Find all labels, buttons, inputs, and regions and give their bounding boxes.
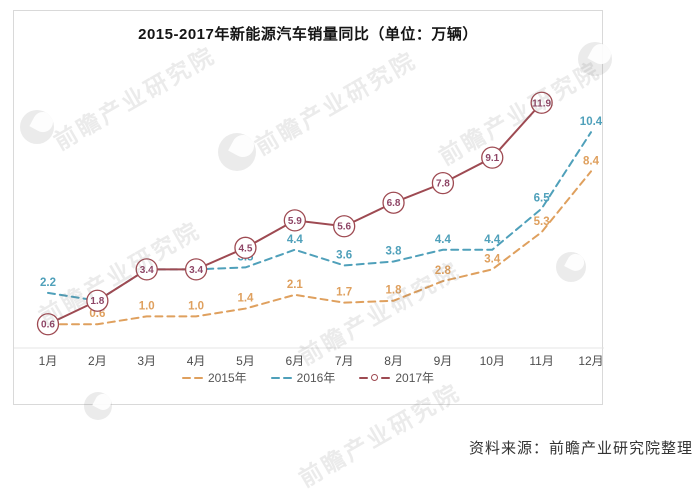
legend-dash-icon xyxy=(270,376,280,379)
x-axis-tick-label: 5月 xyxy=(236,354,255,368)
legend-marker xyxy=(359,374,391,381)
legend-dash-icon xyxy=(359,376,369,379)
data-point-label: 3.4 xyxy=(484,253,501,265)
data-point-label: 1.7 xyxy=(336,287,352,299)
x-axis-tick-label: 2月 xyxy=(88,354,107,368)
legend-circle-icon xyxy=(371,374,379,381)
data-point-label: 3.4 xyxy=(189,265,203,276)
x-axis-tick-label: 12月 xyxy=(578,354,603,368)
data-point-label: 1.8 xyxy=(386,285,403,297)
data-point-marker xyxy=(530,91,553,114)
data-point-label: 9.1 xyxy=(485,153,499,164)
data-point-marker xyxy=(135,258,158,281)
data-point-label: 1.8 xyxy=(90,296,104,307)
data-point-label: 4.4 xyxy=(435,234,452,246)
legend-dash-icon xyxy=(181,376,191,379)
legend-label: 2016年 xyxy=(296,371,336,385)
data-point-label: 4.5 xyxy=(239,243,253,254)
data-point-marker xyxy=(333,215,356,238)
series-line-2015年 xyxy=(47,170,592,326)
data-point-label: 5.9 xyxy=(288,216,302,227)
line-chart: 1月 2月 3月 4月 5月 6月 7月 8月 9月 10月 11月 12月 0.6 1.0 1.0 1.4 2… xyxy=(14,91,604,368)
data-point-marker xyxy=(184,258,208,281)
data-point-label: 3.4 xyxy=(140,265,154,276)
data-point-label: 0.6 xyxy=(89,308,105,320)
data-point-label: 8.4 xyxy=(583,155,600,167)
legend-marker xyxy=(181,376,203,379)
x-axis-tick-label: 6月 xyxy=(285,354,304,368)
data-point-label: 4.4 xyxy=(484,234,501,246)
data-point-label: 4.4 xyxy=(287,234,304,246)
x-axis-tick-label: 10月 xyxy=(480,354,505,368)
source-note: 资料来源：前瞻产业研究院整理 xyxy=(468,440,693,457)
x-axis-tick-label: 7月 xyxy=(335,354,354,368)
data-point-label: 3.8 xyxy=(386,246,403,258)
data-point-label: 2.1 xyxy=(287,279,304,291)
legend-item-2016年: 2016年 xyxy=(270,369,336,386)
legend-label: 2017年 xyxy=(395,371,435,385)
chart-title: 2015-2017年新能源汽车销量同比（单位：万辆） xyxy=(138,26,478,43)
x-axis-tick-label: 9月 xyxy=(434,354,453,368)
data-point-label: 7.8 xyxy=(436,179,450,190)
data-point-label: 2.2 xyxy=(40,277,56,289)
data-point-marker xyxy=(431,171,455,195)
legend-item-2017年: 2017年 xyxy=(359,369,434,386)
data-point-marker xyxy=(36,313,60,336)
data-point-label: 1.0 xyxy=(139,300,155,312)
legend-label: 2015年 xyxy=(207,371,247,385)
series-line-2016年 xyxy=(47,131,592,302)
data-point-label: 0.6 xyxy=(41,320,55,331)
data-point-label: 10.4 xyxy=(580,116,603,128)
data-point-marker xyxy=(481,146,504,169)
x-axis-tick-label: 1月 xyxy=(39,354,58,368)
data-point-label: 11.9 xyxy=(532,98,551,109)
data-point-label: 5.6 xyxy=(337,222,351,233)
legend-marker xyxy=(270,376,292,379)
x-axis-tick-label: 3月 xyxy=(137,354,156,368)
data-point-label: 1.4 xyxy=(237,293,254,305)
data-point-label: 1.0 xyxy=(188,300,204,312)
data-point-marker xyxy=(283,209,306,232)
data-point-label: 2.8 xyxy=(435,265,452,277)
chart-card: 2015-2017年新能源汽车销量同比（单位：万辆） 1月 2月 3月 4月 5月 6月 7… xyxy=(13,10,604,405)
data-point-marker xyxy=(382,191,405,214)
x-axis-tick-label: 8月 xyxy=(384,354,403,368)
x-axis-tick-label: 4月 xyxy=(187,354,206,368)
data-point-label: 6.5 xyxy=(534,193,551,205)
legend-dash-icon xyxy=(193,376,203,379)
chart-legend: 2015年 2016年 2017年 xyxy=(14,369,602,386)
legend-item-2015年: 2015年 xyxy=(181,369,247,386)
data-point-marker xyxy=(86,289,109,312)
data-point-label: 5.3 xyxy=(534,216,550,228)
data-point-label: 6.8 xyxy=(387,198,401,209)
legend-dash-icon xyxy=(282,376,292,379)
data-point-marker xyxy=(234,236,257,259)
x-axis-tick-label: 11月 xyxy=(529,354,553,368)
data-point-label: 3.6 xyxy=(336,249,352,261)
legend-dash-icon xyxy=(381,376,391,379)
